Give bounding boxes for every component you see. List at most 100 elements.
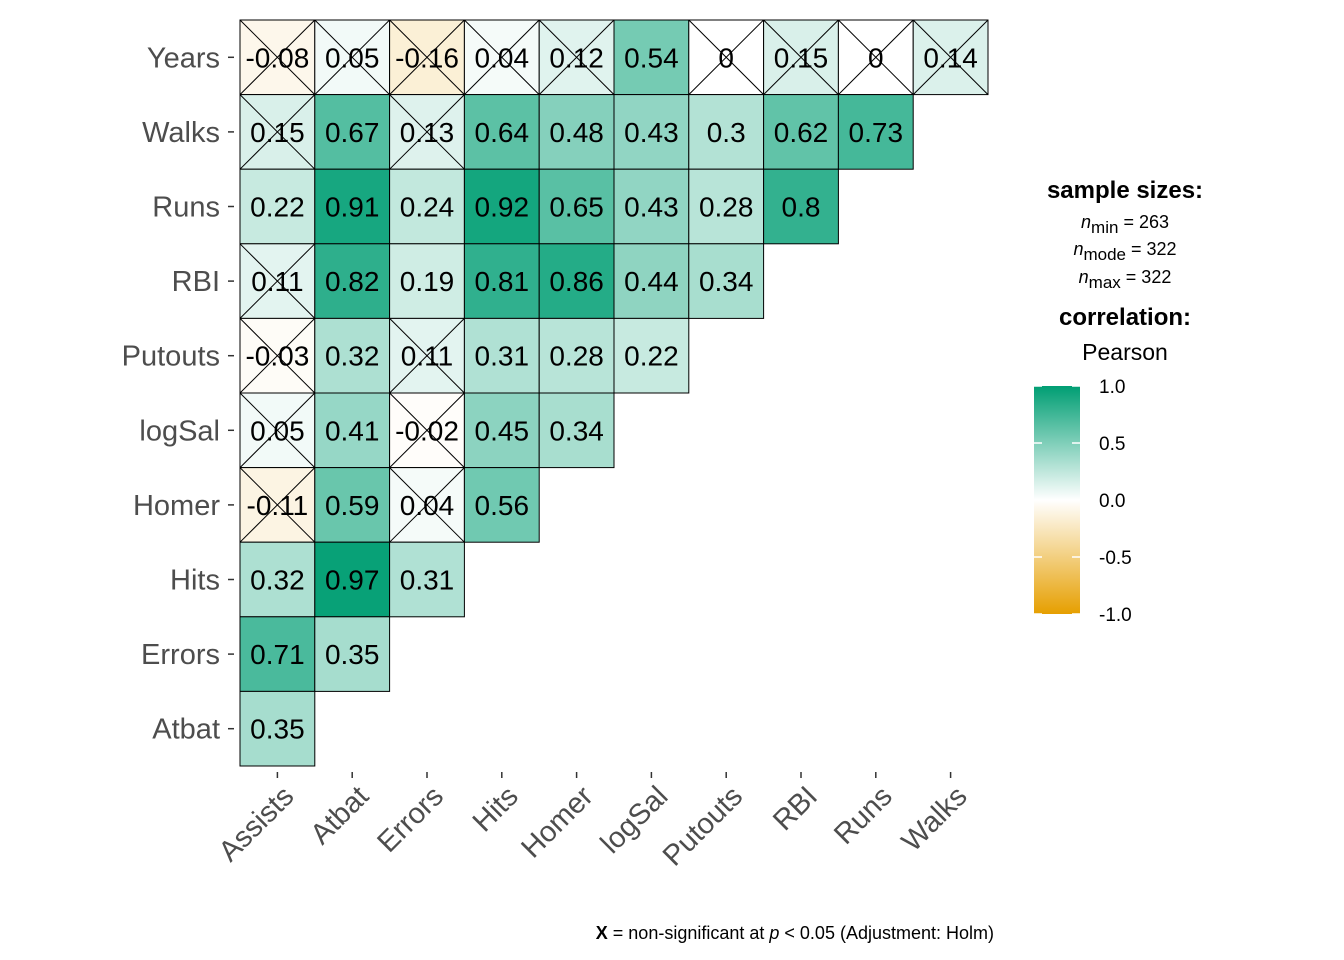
heatmap-cell: 0.65 — [538, 168, 615, 245]
heatmap-cell: 0.41 — [314, 392, 391, 469]
heatmap-cell: 0.28 — [688, 168, 765, 245]
cell-value-label: 0.11 — [251, 266, 303, 297]
heatmap-cell: 0.31 — [389, 541, 465, 618]
cell-rect — [389, 168, 465, 245]
cell-rect — [538, 243, 615, 319]
y-tick-label: Runs — [152, 192, 220, 224]
heatmap-cell: 0.32 — [239, 541, 316, 618]
heatmap-cell: 0.59 — [314, 467, 391, 543]
heatmap-cell: 0 — [837, 19, 914, 96]
cell-value-label: 0.43 — [624, 192, 679, 223]
heatmap-cell: 0.35 — [314, 616, 391, 692]
heatmap-cell: 0 — [688, 19, 765, 96]
cell-value-label: 0 — [868, 42, 884, 73]
y-tick-label: Putouts — [122, 341, 220, 373]
cell-value-label: 0.45 — [475, 415, 530, 446]
heatmap-cell: 0.22 — [239, 168, 316, 245]
cell-rect — [763, 168, 839, 245]
heatmap-cell: 0.31 — [463, 317, 540, 394]
legend-ticks: 1.0 0.5 0.0 -0.5 -1.0 — [1034, 377, 1132, 626]
heatmap-cell: 0.28 — [538, 317, 615, 394]
cell-rect — [763, 94, 839, 170]
cell-rect — [239, 616, 316, 692]
nonsig-cross-line — [239, 94, 316, 170]
heatmap-cell: 0.15 — [763, 19, 839, 96]
cell-rect — [239, 541, 316, 618]
nonsig-cross-line — [239, 392, 316, 468]
heatmap-cell: 0.35 — [239, 690, 316, 767]
heatmap-cell: 0.43 — [613, 168, 690, 245]
heatmap-cell: 0.32 — [314, 317, 391, 394]
legend-tick-label: 1.0 — [1099, 377, 1125, 398]
legend-tick-label: 0.0 — [1099, 491, 1125, 512]
cell-value-label: 0.82 — [325, 266, 380, 297]
nonsig-cross-line — [389, 392, 465, 468]
heatmap-cell: 0.14 — [912, 19, 989, 96]
cell-value-label: 0.28 — [699, 192, 754, 223]
cell-rect — [239, 168, 316, 245]
heatmap-cell: 0.3 — [688, 94, 765, 170]
cell-value-label: 0.56 — [475, 490, 530, 521]
cell-value-label: 0.48 — [549, 117, 604, 148]
heatmap-cell: 0.64 — [463, 94, 540, 170]
heatmap-cell: 0.11 — [389, 317, 465, 394]
cell-rect — [314, 243, 391, 319]
legend-n-mode: nmode = 322 — [1073, 239, 1176, 264]
cell-value-label: 0.54 — [624, 42, 679, 73]
nonsig-cross-line — [464, 19, 540, 95]
nonsig-cross-line — [239, 243, 316, 319]
cell-rect — [389, 243, 465, 319]
cell-value-label: 0.43 — [624, 117, 679, 148]
cell-value-label: 0.12 — [549, 42, 604, 73]
heatmap-cell: 0.91 — [314, 168, 391, 245]
heatmap-grid: -0.08 0.05 -0.16 0.04 0.12 0.54 0 0.15 0 0.14 0.15… — [239, 19, 989, 767]
cell-rect — [463, 317, 540, 394]
cell-value-label: 0.91 — [325, 192, 380, 223]
cell-value-label: 0.97 — [325, 565, 380, 596]
cell-value-label: 0.64 — [475, 117, 530, 148]
cell-rect — [463, 168, 540, 245]
cell-value-label: 0.22 — [250, 192, 305, 223]
heatmap-cell: 0.45 — [463, 392, 540, 469]
y-tick-label: Years — [147, 42, 220, 74]
nonsig-cross-line — [538, 19, 615, 95]
heatmap-cell: 0.54 — [613, 19, 690, 96]
cell-value-label: 0.13 — [400, 117, 455, 148]
cell-value-label: 0.35 — [250, 714, 305, 745]
cell-value-label: 0.31 — [475, 341, 530, 372]
nonsig-cross-line — [389, 19, 465, 95]
cell-value-label: 0.92 — [475, 192, 530, 223]
y-axis: Years Walks Runs RBI Putouts logSal Homer Hits E… — [122, 42, 234, 746]
cell-rect — [837, 94, 914, 170]
cell-value-label: 0.65 — [549, 192, 604, 223]
cell-value-label: 0.67 — [325, 117, 380, 148]
cell-value-label: -0.08 — [245, 42, 309, 73]
cell-value-label: 0 — [718, 42, 734, 73]
nonsig-cross-line — [314, 19, 390, 95]
cell-value-label: 0.14 — [923, 42, 978, 73]
cell-value-label: 0.15 — [250, 117, 305, 148]
cell-rect — [688, 243, 765, 319]
cell-rect — [613, 19, 690, 96]
cell-rect — [314, 616, 391, 692]
heatmap-cell: 0.62 — [763, 94, 839, 170]
x-tick-label: Runs — [828, 780, 899, 851]
cell-rect — [613, 243, 690, 319]
cell-rect — [463, 94, 540, 170]
cell-value-label: 0.32 — [250, 565, 305, 596]
cell-value-label: 0.22 — [624, 341, 679, 372]
x-tick-label: Putouts — [657, 780, 749, 872]
x-tick-label: Hits — [467, 780, 525, 838]
cell-value-label: 0.11 — [401, 341, 453, 372]
cell-value-label: 0.62 — [774, 117, 829, 148]
heatmap-cell: 0.97 — [314, 541, 391, 618]
nonsig-cross-line — [838, 19, 914, 95]
cell-value-label: 0.04 — [400, 490, 455, 521]
heatmap-cell: 0.15 — [239, 94, 316, 170]
cell-value-label: 0.34 — [699, 266, 754, 297]
cell-rect — [538, 317, 615, 394]
heatmap-cell: 0.71 — [239, 616, 316, 692]
x-tick-label: Atbat — [305, 780, 376, 851]
heatmap-cell: 0.8 — [763, 168, 839, 245]
